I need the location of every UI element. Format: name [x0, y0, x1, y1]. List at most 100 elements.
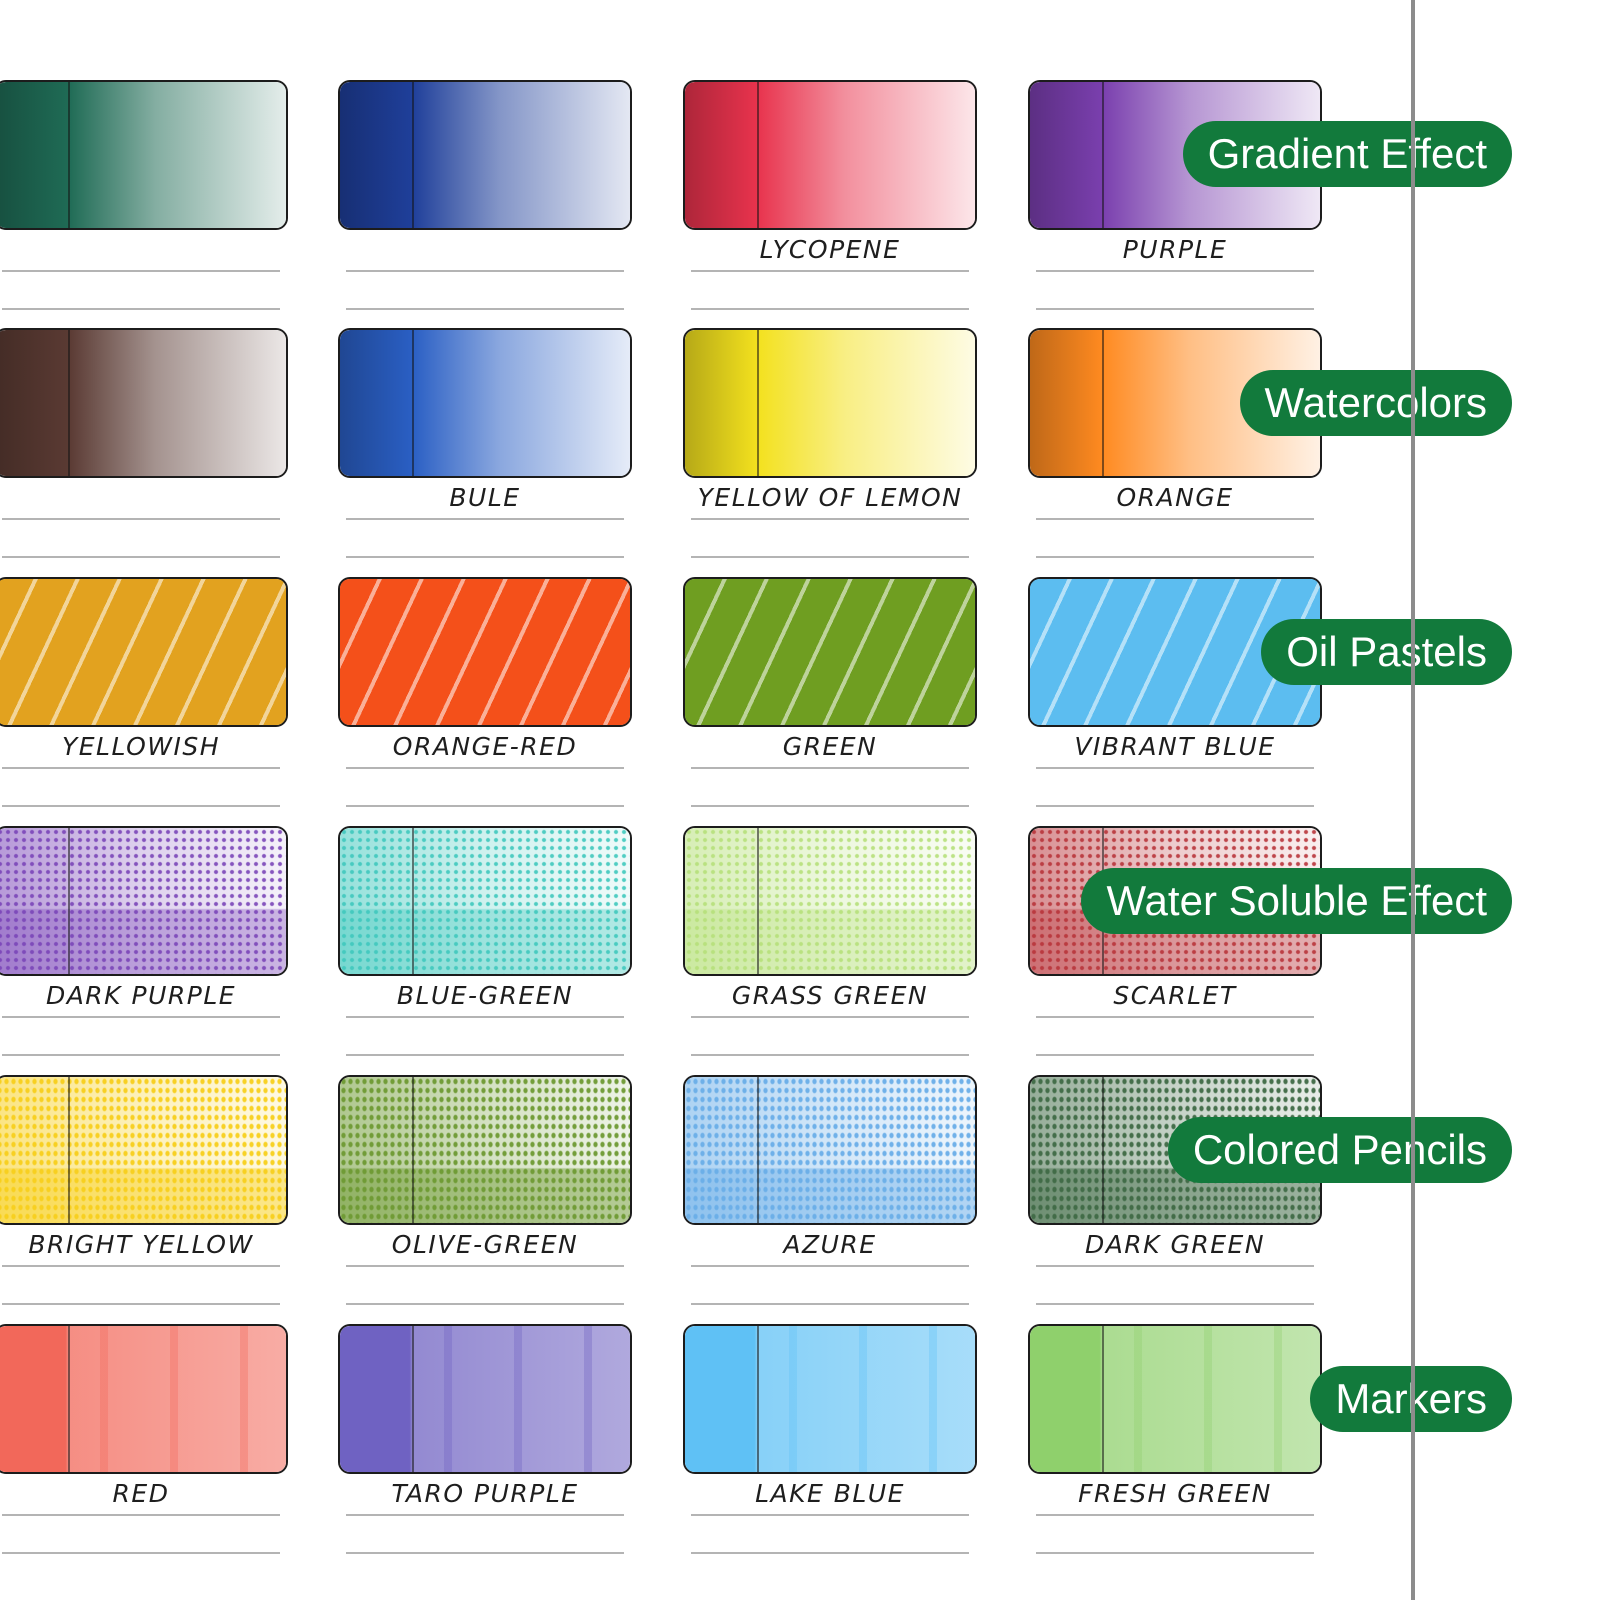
- color-name-label: TARO PURPLE: [391, 1479, 579, 1508]
- swatch-texture: [340, 579, 630, 725]
- color-name-label: DARK PURPLE: [45, 981, 237, 1010]
- color-name-label: OLIVE-GREEN: [391, 1230, 579, 1259]
- writing-line: [1036, 556, 1314, 558]
- label-underline: [346, 767, 624, 769]
- label-underline: [691, 1016, 969, 1018]
- color-swatch: [683, 577, 977, 727]
- color-name-label: YELLOWISH: [61, 732, 221, 761]
- label-underline: [1036, 270, 1314, 272]
- swatch-texture: [0, 330, 286, 476]
- writing-line: [346, 1552, 624, 1554]
- swatch-texture: [340, 1326, 630, 1472]
- color-name-label: LYCOPENE: [759, 235, 901, 264]
- writing-line: [346, 556, 624, 558]
- color-swatch: [0, 1324, 288, 1474]
- color-swatch: [1028, 80, 1322, 230]
- color-name-label: DARK GREEN: [1084, 1230, 1266, 1259]
- swatch-divider-line: [68, 828, 70, 974]
- label-underline: [346, 1514, 624, 1516]
- color-name-label: BRIGHT YELLOW: [28, 1230, 254, 1259]
- swatch-texture: [685, 579, 975, 725]
- label-underline: [691, 1514, 969, 1516]
- swatch-divider-line: [1102, 1077, 1104, 1223]
- color-name-label: AZURE: [783, 1230, 877, 1259]
- label-underline: [1036, 1265, 1314, 1267]
- swatch-divider-line: [68, 1077, 70, 1223]
- swatch-divider-line: [68, 330, 70, 476]
- color-swatch: [683, 826, 977, 976]
- swatch-divider-line: [757, 828, 759, 974]
- writing-line: [2, 1054, 280, 1056]
- swatch-texture: [685, 828, 975, 974]
- color-swatch: [683, 1324, 977, 1474]
- writing-line: [346, 805, 624, 807]
- color-name-label: ORANGE: [1116, 483, 1234, 512]
- color-name-label: ORANGE-RED: [392, 732, 578, 761]
- category-badge: Water Soluble Effect: [1081, 868, 1512, 934]
- swatch-divider-line: [757, 1077, 759, 1223]
- color-swatch: [338, 1324, 632, 1474]
- swatch-divider-line: [1102, 82, 1104, 228]
- swatch-divider-line: [68, 82, 70, 228]
- writing-line: [691, 1054, 969, 1056]
- swatch-texture: [340, 828, 630, 974]
- color-name-label: PURPLE: [1122, 235, 1228, 264]
- swatch-texture: [340, 82, 630, 228]
- label-underline: [1036, 1514, 1314, 1516]
- color-name-label: GREEN: [782, 732, 878, 761]
- color-name-label: RED: [112, 1479, 170, 1508]
- color-swatch: [0, 1075, 288, 1225]
- category-badge: Watercolors: [1239, 370, 1512, 436]
- label-underline: [2, 1514, 280, 1516]
- color-swatch: [0, 328, 288, 478]
- swatch-divider-line: [412, 1326, 414, 1472]
- writing-line: [346, 1054, 624, 1056]
- color-name-label: LAKE BLUE: [755, 1479, 905, 1508]
- swatch-divider-line: [412, 82, 414, 228]
- frame-edge-line: [1411, 0, 1415, 1600]
- color-swatch: [338, 80, 632, 230]
- color-swatch: [683, 80, 977, 230]
- color-name-label: GRASS GREEN: [731, 981, 929, 1010]
- swatch-divider-line: [412, 828, 414, 974]
- writing-line: [691, 556, 969, 558]
- color-swatch: [1028, 328, 1322, 478]
- color-swatch: [338, 1075, 632, 1225]
- label-underline: [346, 270, 624, 272]
- color-swatch: [0, 826, 288, 976]
- writing-line: [691, 805, 969, 807]
- swatch-texture: [340, 330, 630, 476]
- swatch-divider-line: [1102, 330, 1104, 476]
- color-name-label: FRESH GREEN: [1078, 1479, 1272, 1508]
- color-swatch: [683, 328, 977, 478]
- category-badge: Oil Pastels: [1261, 619, 1512, 685]
- label-underline: [2, 1265, 280, 1267]
- writing-line: [1036, 805, 1314, 807]
- label-underline: [2, 270, 280, 272]
- swatch-texture: [685, 1326, 975, 1472]
- color-swatch: [683, 1075, 977, 1225]
- swatch-texture: [1030, 579, 1320, 725]
- writing-line: [346, 308, 624, 310]
- color-swatch: [338, 826, 632, 976]
- color-name-label: BLUE-GREEN: [396, 981, 574, 1010]
- swatch-texture: [0, 1326, 286, 1472]
- writing-line: [2, 556, 280, 558]
- label-underline: [1036, 1016, 1314, 1018]
- label-underline: [691, 1265, 969, 1267]
- swatch-texture: [685, 82, 975, 228]
- writing-line: [2, 1552, 280, 1554]
- writing-line: [1036, 1552, 1314, 1554]
- swatch-texture: [340, 1077, 630, 1223]
- label-underline: [2, 518, 280, 520]
- writing-line: [346, 1303, 624, 1305]
- color-swatch: [338, 328, 632, 478]
- label-underline: [346, 1265, 624, 1267]
- swatch-divider-line: [1102, 1326, 1104, 1472]
- swatch-texture: [1030, 330, 1320, 476]
- writing-line: [2, 1303, 280, 1305]
- category-badge: Gradient Effect: [1182, 121, 1512, 187]
- writing-line: [1036, 1054, 1314, 1056]
- writing-line: [1036, 1303, 1314, 1305]
